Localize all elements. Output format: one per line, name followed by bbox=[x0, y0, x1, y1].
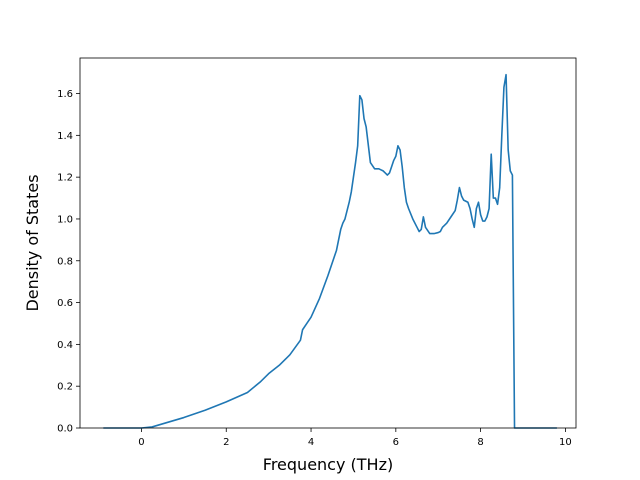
dos-series-line bbox=[103, 73, 557, 429]
y-axis-label: Density of States bbox=[23, 174, 42, 311]
x-tick-label: 4 bbox=[308, 437, 314, 448]
y-ticks: 0.0 0.2 0.4 0.6 0.8 1.0 1.2 1.4 1.6 bbox=[57, 89, 80, 435]
x-tick-label: 8 bbox=[477, 437, 483, 448]
plot-frame bbox=[79, 57, 577, 429]
x-tick-label: 10 bbox=[559, 437, 572, 448]
x-tick-label: 0 bbox=[138, 437, 144, 448]
plot-background bbox=[80, 58, 576, 428]
y-tick-label: 1.0 bbox=[57, 214, 73, 225]
y-tick-label: 0.0 bbox=[57, 424, 73, 435]
y-tick-label: 0.4 bbox=[57, 340, 73, 351]
y-tick-label: 1.6 bbox=[57, 89, 73, 100]
x-ticks: 0 2 4 6 8 10 bbox=[138, 428, 572, 448]
y-tick-label: 0.6 bbox=[57, 298, 73, 309]
y-tick-label: 1.2 bbox=[57, 173, 73, 184]
y-tick-label: 1.4 bbox=[57, 131, 73, 142]
y-tick-label: 0.8 bbox=[57, 256, 73, 267]
x-tick-label: 6 bbox=[393, 437, 399, 448]
x-axis-label: Frequency (THz) bbox=[263, 455, 393, 474]
x-tick-label: 2 bbox=[223, 437, 229, 448]
y-tick-label: 0.2 bbox=[57, 382, 73, 393]
